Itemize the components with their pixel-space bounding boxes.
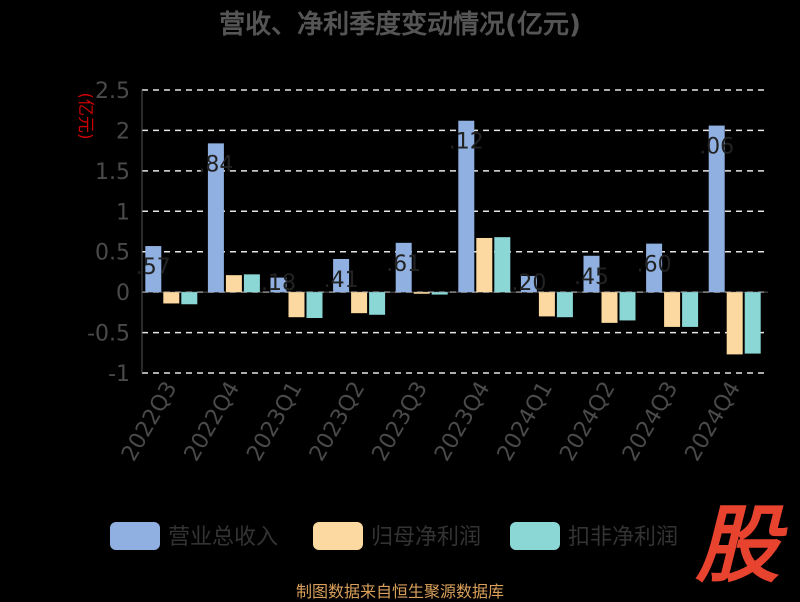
x-tick-label: 2023Q3 xyxy=(368,378,433,466)
bar-2023Q4-1 xyxy=(476,237,493,293)
bar-2023Q1-2 xyxy=(306,292,323,319)
revenue-data-label: .18 xyxy=(261,271,296,296)
bar-2023Q3-0 xyxy=(395,242,412,293)
bar-2024Q3-1 xyxy=(664,292,681,327)
legend-label: 营业总收入 xyxy=(168,525,278,550)
bar-2024Q1-1 xyxy=(538,292,555,317)
y-tick-label: 1 xyxy=(116,200,130,225)
bar-2022Q4-2 xyxy=(243,274,260,293)
y-axis-unit-label: (亿元) xyxy=(75,92,95,139)
bar-2022Q3-1 xyxy=(163,292,180,304)
x-tick-label: 2022Q3 xyxy=(117,378,182,466)
bar-2023Q4-0 xyxy=(458,120,475,293)
bar-2024Q1-2 xyxy=(556,292,573,318)
revenue-data-label: .06 xyxy=(699,135,734,160)
x-tick-label: 2023Q1 xyxy=(242,378,307,466)
bar-2024Q2-2 xyxy=(619,292,636,321)
bar-2024Q3-0 xyxy=(646,243,663,293)
bar-2023Q1-1 xyxy=(288,292,305,318)
chart-title: 营收、净利季度变动情况(亿元) xyxy=(219,9,581,40)
legend: 营业总收入 归母净利润 扣非净利润 xyxy=(110,522,678,550)
bar-series xyxy=(145,120,761,355)
bar-2024Q4-0 xyxy=(708,125,725,293)
x-tick-label: 2024Q3 xyxy=(618,378,683,466)
revenue-data-label: .61 xyxy=(386,252,421,277)
bar-2024Q1-0 xyxy=(520,275,537,293)
bar-2022Q4-0 xyxy=(207,143,224,293)
bar-2023Q1-0 xyxy=(270,277,287,293)
y-tick-label: 2.5 xyxy=(95,79,130,104)
revenue-data-label: .12 xyxy=(449,130,484,155)
x-tick-label: 2023Q2 xyxy=(305,378,370,466)
y-tick-label: 1.5 xyxy=(95,160,130,185)
revenue-data-label: .84 xyxy=(198,152,233,177)
x-tick-label: 2024Q1 xyxy=(493,378,558,466)
y-tick-label: 2 xyxy=(116,119,130,144)
bar-2022Q4-1 xyxy=(225,275,242,293)
revenue-data-label: .41 xyxy=(324,268,359,293)
bar-2024Q2-0 xyxy=(583,255,600,293)
legend-label: 扣非净利润 xyxy=(568,525,678,550)
legend-swatch xyxy=(313,522,363,550)
bar-2023Q3-1 xyxy=(413,292,430,294)
x-tick-label: 2022Q4 xyxy=(180,378,245,466)
bar-2022Q3-2 xyxy=(181,292,198,305)
revenue-data-label: .45 xyxy=(574,265,609,290)
bar-2023Q4-2 xyxy=(494,237,511,293)
bar-2024Q4-2 xyxy=(744,292,761,354)
bar-2023Q2-2 xyxy=(369,292,386,315)
revenue-data-label: .57 xyxy=(136,255,171,280)
y-tick-label: 0.5 xyxy=(95,241,130,266)
bar-2023Q2-0 xyxy=(333,258,350,293)
brand-logo: 股 xyxy=(695,496,780,594)
bar-2024Q4-1 xyxy=(726,292,743,355)
bar-2023Q3-2 xyxy=(431,292,448,295)
x-tick-label: 2024Q4 xyxy=(681,378,746,466)
revenue-data-label: .60 xyxy=(637,253,672,278)
x-tick-label: 2024Q2 xyxy=(555,378,620,466)
data-source-note: 制图数据来自恒生聚源数据库 xyxy=(295,582,504,601)
legend-label: 归母净利润 xyxy=(371,525,481,550)
bar-2023Q2-1 xyxy=(351,292,368,314)
y-tick-label: -0.5 xyxy=(87,322,130,347)
bar-2022Q3-0 xyxy=(145,246,162,293)
data-labels: .57 .84 .18 .41 .61 .12 .20 .45 .60 .06 xyxy=(136,130,734,296)
legend-swatch xyxy=(110,522,160,550)
bar-2024Q3-2 xyxy=(682,292,699,327)
y-tick-label: -1 xyxy=(108,362,130,387)
x-tick-label: 2023Q4 xyxy=(430,378,495,466)
legend-swatch xyxy=(510,522,560,550)
bar-2024Q2-1 xyxy=(601,292,618,323)
y-tick-label: 0 xyxy=(116,281,130,306)
revenue-data-label: .20 xyxy=(511,271,546,296)
